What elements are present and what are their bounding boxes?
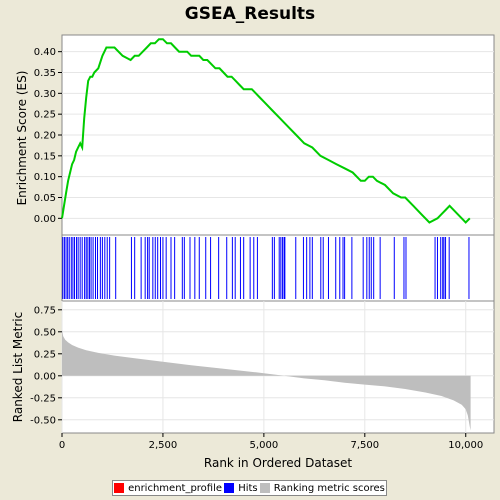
metric-tick-label: 0.00: [34, 371, 56, 382]
legend-swatch-gray: [259, 483, 270, 493]
es-tick-label: 0.05: [34, 193, 56, 204]
es-grid: [62, 51, 494, 219]
legend-item-ranking: Ranking metric scores: [259, 482, 385, 494]
es-tick-label: 0.20: [34, 131, 56, 142]
legend-swatch-blue: [224, 483, 235, 493]
enrichment-profile-line: [61, 38, 471, 224]
es-ticks: 0.00 0.05 0.10 0.15 0.20 0.25 0.30 0.35 0.40: [34, 47, 62, 225]
legend-label-ranking: Ranking metric scores: [273, 482, 385, 494]
metric-tick-label: 0.75: [34, 305, 56, 316]
x-tick-label: 7,500: [350, 440, 379, 451]
chart-title: GSEA_Results: [184, 4, 316, 24]
es-tick-label: 0.15: [34, 151, 56, 162]
x-tick-label: 10,000: [448, 440, 483, 451]
metric-grid: [61, 301, 494, 433]
metric-tick-label: -0.50: [30, 415, 56, 426]
legend-label-hits: Hits: [238, 482, 258, 494]
x-tick-label: 5,000: [250, 440, 279, 451]
es-tick-label: 0.25: [34, 110, 56, 121]
es-tick-label: 0.35: [34, 68, 56, 79]
ranking-metric-area: [62, 330, 471, 431]
x-tick-label: 2,500: [149, 440, 178, 451]
hits-marks: [62, 237, 470, 299]
es-tick-label: 0.40: [34, 47, 56, 58]
x-tick-label: 0: [59, 440, 65, 451]
es-tick-label: 0.10: [34, 172, 56, 183]
metric-tick-label: 0.50: [34, 327, 56, 338]
es-ylabel: Enrichment Score (ES): [15, 71, 29, 206]
x-ticks: 0 2,500 5,000 7,500 10,000: [59, 433, 483, 451]
legend-swatch-red: [114, 483, 125, 493]
legend-item-hits: Hits: [224, 482, 258, 494]
es-tick-label: 0.00: [34, 214, 56, 225]
hits-panel: [61, 234, 495, 302]
legend-item-enrichment: enrichment_profile: [114, 483, 222, 494]
metric-tick-label: -0.25: [30, 393, 56, 404]
es-tick-label: 0.30: [34, 89, 56, 100]
metric-ylabel: Ranked List Metric: [11, 312, 25, 422]
x-axis-label: Rank in Ordered Dataset: [204, 456, 352, 470]
legend-label-enrichment: enrichment_profile: [128, 482, 223, 494]
legend: enrichment_profile Hits Ranking metric s…: [112, 480, 387, 496]
metric-tick-label: 0.25: [34, 349, 56, 360]
metric-ticks: -0.50 -0.25 0.00 0.25 0.50 0.75: [30, 305, 62, 426]
